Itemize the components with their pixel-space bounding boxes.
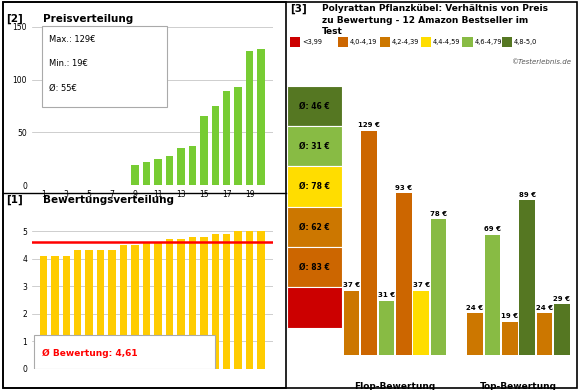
- Bar: [287, 247, 342, 287]
- Bar: [287, 287, 342, 328]
- Text: Ø: 31 €: Ø: 31 €: [299, 142, 330, 151]
- Bar: [396, 193, 412, 355]
- Text: 24 €: 24 €: [466, 305, 484, 310]
- Text: Test: Test: [322, 27, 343, 36]
- Bar: [467, 313, 483, 355]
- Text: ©Testerlebnis.de: ©Testerlebnis.de: [512, 58, 571, 64]
- Text: <3,99: <3,99: [302, 39, 322, 45]
- Bar: [85, 250, 93, 369]
- Bar: [246, 231, 253, 369]
- Text: 24 €: 24 €: [536, 305, 553, 310]
- Bar: [344, 291, 360, 355]
- Bar: [166, 156, 173, 185]
- Text: [1]: [1]: [6, 195, 23, 205]
- Bar: [519, 200, 535, 355]
- Text: Polyrattan Pflanzkübel: Verhältnis von Preis: Polyrattan Pflanzkübel: Verhältnis von P…: [322, 4, 548, 13]
- Text: [2]: [2]: [6, 14, 23, 24]
- Bar: [200, 115, 208, 185]
- Bar: [212, 234, 219, 369]
- Bar: [74, 250, 81, 369]
- Bar: [200, 236, 208, 369]
- Text: 4,0-4,19: 4,0-4,19: [350, 39, 377, 45]
- Bar: [143, 242, 150, 369]
- Bar: [131, 165, 139, 185]
- Text: [3]: [3]: [290, 4, 307, 14]
- Text: 78 €: 78 €: [430, 211, 447, 217]
- Bar: [502, 322, 517, 355]
- Text: 4,4-4,59: 4,4-4,59: [433, 39, 460, 45]
- Text: Ø: 46 €: Ø: 46 €: [299, 101, 330, 110]
- Bar: [131, 245, 139, 369]
- Bar: [414, 291, 429, 355]
- Bar: [223, 91, 230, 185]
- Bar: [379, 301, 394, 355]
- Text: Ø: 78 €: Ø: 78 €: [299, 182, 330, 191]
- Bar: [166, 239, 173, 369]
- Bar: [212, 106, 219, 185]
- Text: 69 €: 69 €: [484, 226, 501, 232]
- Bar: [188, 236, 196, 369]
- Bar: [63, 256, 70, 369]
- Text: Preisverteilung: Preisverteilung: [44, 14, 134, 24]
- Text: Ø: 55€: Ø: 55€: [49, 84, 77, 93]
- Bar: [234, 231, 242, 369]
- Bar: [258, 231, 265, 369]
- FancyBboxPatch shape: [42, 27, 166, 106]
- Bar: [120, 245, 128, 369]
- Text: Flop-Bewertung: Flop-Bewertung: [354, 382, 436, 390]
- Text: 93 €: 93 €: [395, 184, 412, 191]
- Bar: [536, 313, 552, 355]
- Text: 37 €: 37 €: [343, 282, 360, 288]
- Bar: [287, 126, 342, 167]
- Bar: [234, 87, 242, 185]
- Text: 4,2-4,39: 4,2-4,39: [392, 39, 419, 45]
- Text: 31 €: 31 €: [378, 292, 395, 298]
- Bar: [188, 146, 196, 185]
- Bar: [51, 256, 59, 369]
- Text: Ø Bewertung: 4,61: Ø Bewertung: 4,61: [42, 349, 137, 358]
- Bar: [177, 239, 184, 369]
- Text: 4,8-5,0: 4,8-5,0: [514, 39, 537, 45]
- FancyBboxPatch shape: [34, 335, 215, 369]
- Bar: [177, 148, 184, 185]
- Text: 19 €: 19 €: [501, 313, 519, 319]
- Text: 29 €: 29 €: [553, 296, 570, 302]
- Bar: [143, 162, 150, 185]
- Bar: [154, 242, 162, 369]
- Text: Ø: 62 €: Ø: 62 €: [299, 222, 330, 231]
- Bar: [287, 207, 342, 247]
- Bar: [246, 51, 253, 185]
- Bar: [287, 86, 342, 126]
- Bar: [223, 234, 230, 369]
- Text: Ø: 83 €: Ø: 83 €: [299, 262, 330, 272]
- Text: Bewertungsverteilung: Bewertungsverteilung: [44, 195, 175, 205]
- Bar: [361, 131, 377, 355]
- Text: 37 €: 37 €: [412, 282, 430, 288]
- Bar: [39, 256, 47, 369]
- Bar: [108, 250, 116, 369]
- Bar: [258, 49, 265, 185]
- Text: zu Bewertung - 12 Amazon Bestseller im: zu Bewertung - 12 Amazon Bestseller im: [322, 16, 528, 25]
- Bar: [97, 250, 104, 369]
- Text: 89 €: 89 €: [519, 191, 536, 198]
- Text: 129 €: 129 €: [358, 122, 380, 128]
- Bar: [431, 219, 447, 355]
- Bar: [484, 235, 500, 355]
- Text: Min.: 19€: Min.: 19€: [49, 59, 88, 68]
- Text: 4,6-4,79: 4,6-4,79: [474, 39, 502, 45]
- Bar: [554, 305, 570, 355]
- Text: Max.: 129€: Max.: 129€: [49, 35, 95, 44]
- Bar: [287, 167, 342, 207]
- Text: Top-Bewertung: Top-Bewertung: [480, 382, 557, 390]
- Bar: [154, 159, 162, 185]
